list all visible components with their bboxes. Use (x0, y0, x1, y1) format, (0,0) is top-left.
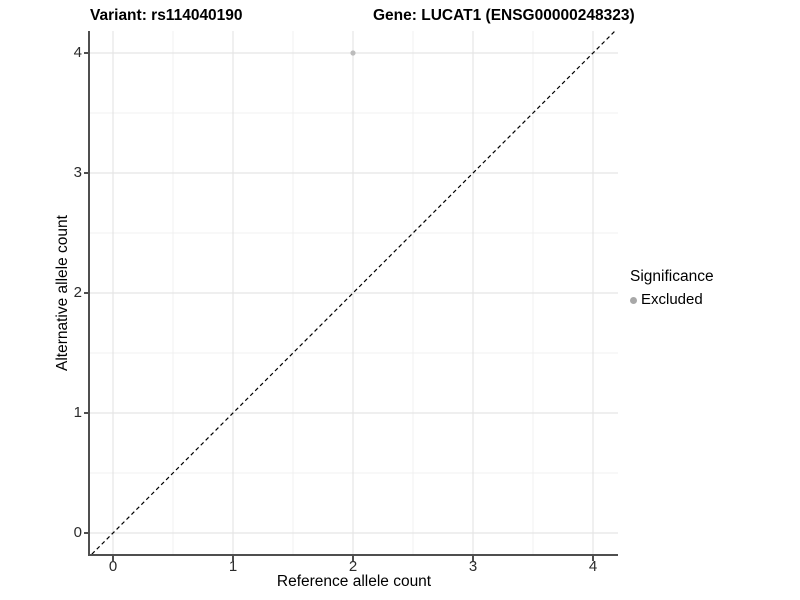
plot-title-variant: Variant: rs114040190 (90, 7, 243, 24)
y-tick-mark (84, 292, 89, 294)
plot-panel (90, 31, 618, 554)
x-tick-label: 1 (228, 558, 238, 575)
x-tick-mark (592, 556, 594, 561)
y-tick-label: 1 (73, 404, 82, 421)
y-tick-label: 3 (73, 164, 82, 181)
x-tick-mark (472, 556, 474, 561)
y-tick-mark (84, 412, 89, 414)
identity-reference-line (91, 31, 616, 554)
data-point (350, 50, 356, 56)
legend-title: Significance (630, 268, 714, 285)
x-axis-title: Reference allele count (276, 573, 432, 590)
legend-item-excluded: Excluded (630, 291, 714, 309)
legend-item-label: Excluded (641, 291, 703, 308)
x-tick-label: 2 (348, 558, 358, 575)
x-tick-mark (112, 556, 114, 561)
x-tick-mark (352, 556, 354, 561)
x-tick-label: 0 (108, 558, 118, 575)
y-tick-mark (84, 532, 89, 534)
plot-title-gene: Gene: LUCAT1 (ENSG00000248323) (373, 7, 635, 24)
y-tick-label: 0 (73, 524, 82, 541)
y-axis-title: Alternative allele count (54, 215, 71, 371)
x-axis-line (88, 554, 618, 556)
x-tick-label: 3 (468, 558, 478, 575)
y-axis-line (88, 31, 90, 556)
y-tick-mark (84, 172, 89, 174)
plot-canvas (90, 31, 618, 554)
y-tick-label: 2 (73, 284, 82, 301)
legend: Significance Excluded (630, 267, 714, 309)
excluded-point-swatch-icon (630, 296, 637, 304)
x-tick-label: 4 (588, 558, 598, 575)
y-tick-mark (84, 52, 89, 54)
x-tick-mark (232, 556, 234, 561)
y-tick-label: 4 (73, 44, 82, 61)
